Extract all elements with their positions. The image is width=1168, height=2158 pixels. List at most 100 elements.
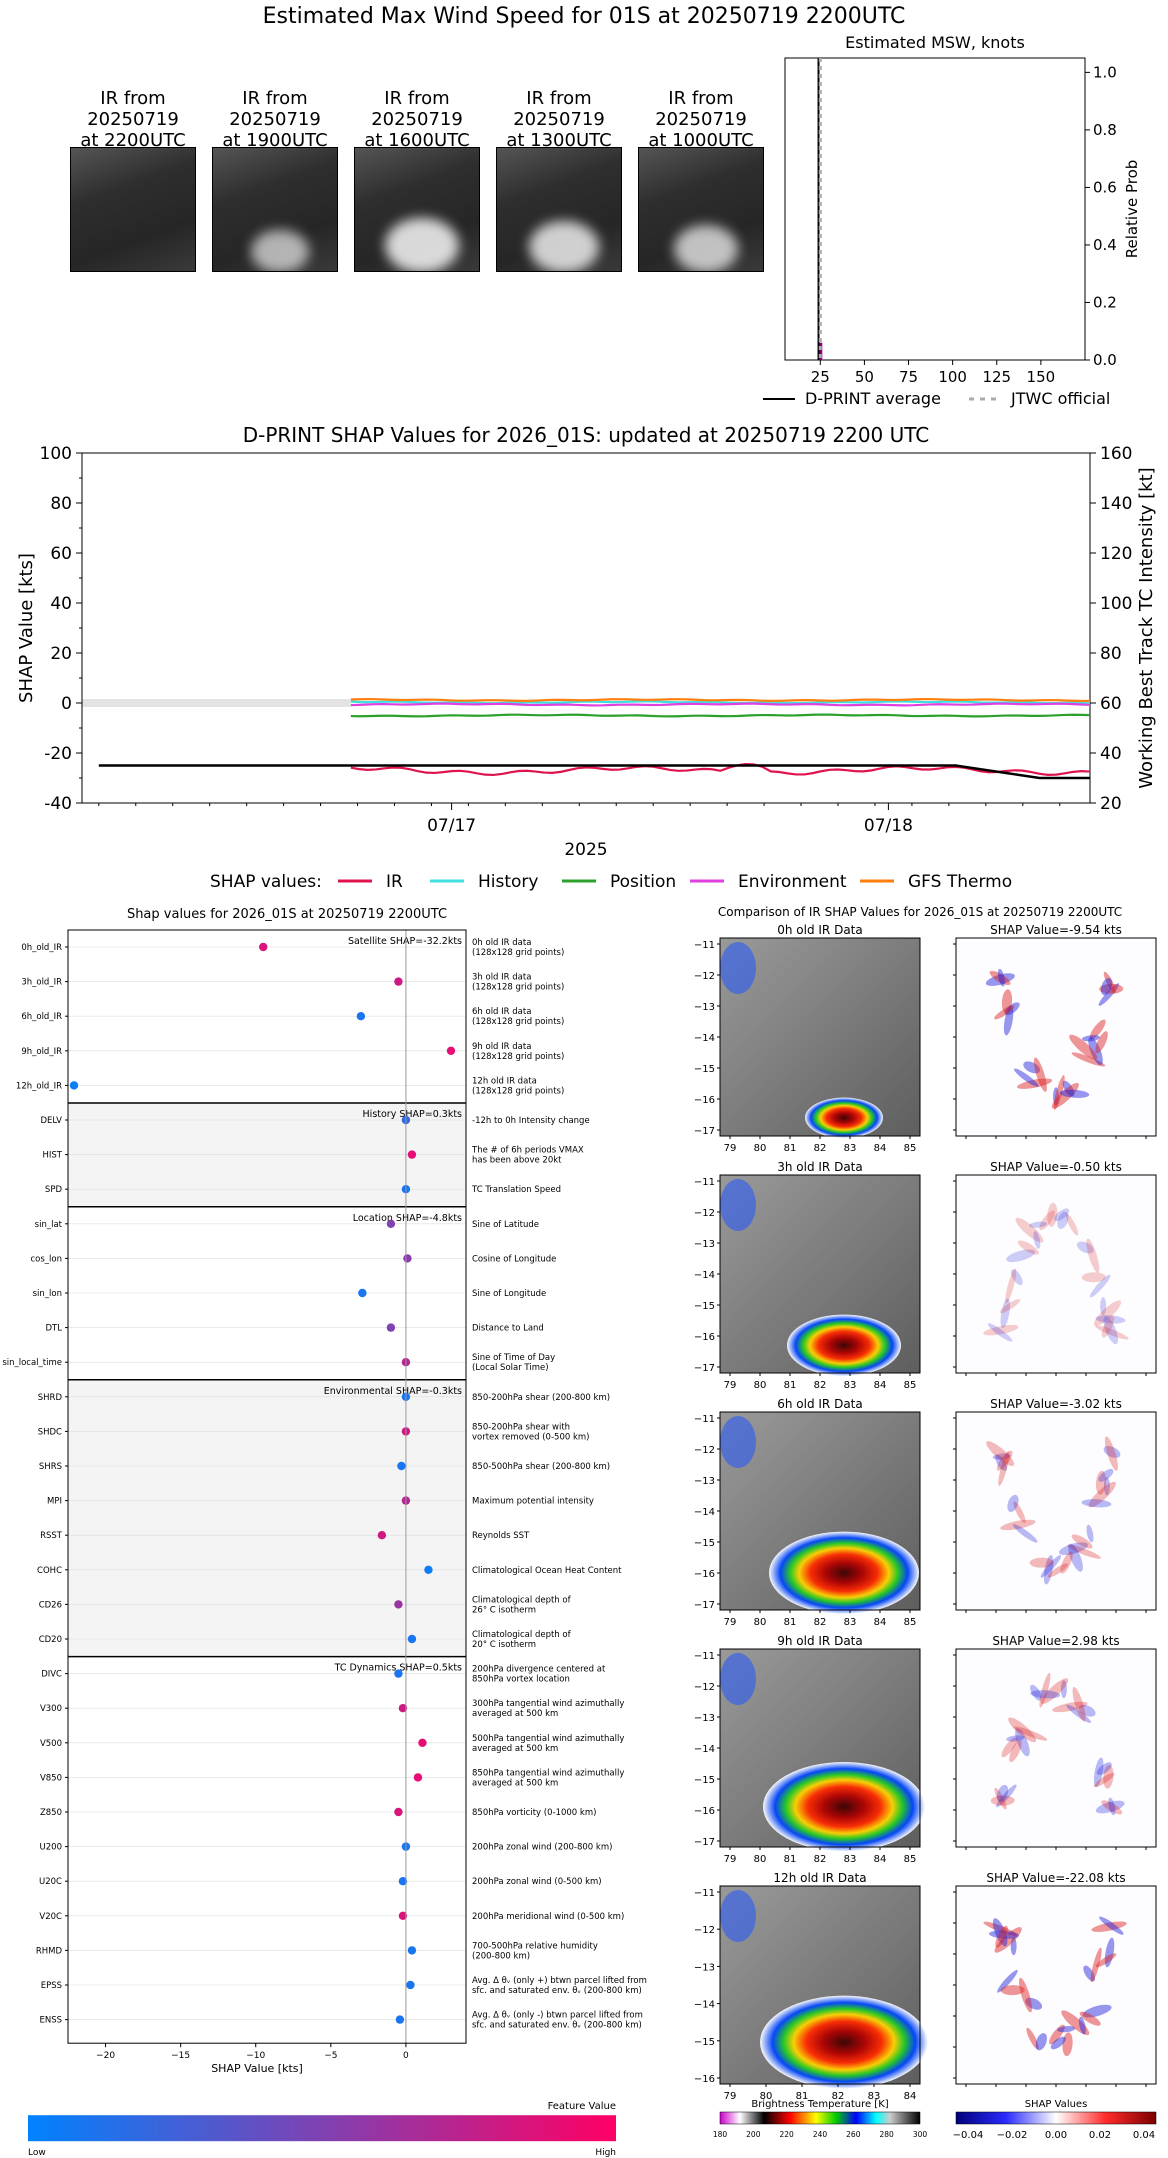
ir-y-tick-label: −11 bbox=[694, 1177, 715, 1188]
scatter-shap-point bbox=[69, 1081, 79, 1090]
shap-attribution-streak bbox=[994, 1927, 1022, 1953]
ir-convection-blob bbox=[769, 1531, 919, 1615]
ir-y-tick-label: −15 bbox=[694, 1775, 715, 1786]
shap-attribution-streak bbox=[1057, 1211, 1069, 1229]
cloud-shield bbox=[674, 225, 738, 271]
scatter-feature-name: 9h_old_IR bbox=[21, 1047, 62, 1057]
shap-attribution-streak bbox=[1001, 1737, 1018, 1758]
ir-y-tick-label: −15 bbox=[694, 1538, 715, 1549]
bt-colorbar-tick: 180 bbox=[713, 2130, 728, 2139]
shap-attribution-streak bbox=[1089, 1274, 1111, 1298]
msw-y-tick-label: 0.8 bbox=[1093, 121, 1117, 139]
shap-attribution-streak bbox=[1030, 1684, 1042, 1701]
ir-convection-blob bbox=[787, 1314, 901, 1377]
shap-attribution-streak bbox=[1017, 1240, 1039, 1255]
ir-y-tick-label: −11 bbox=[694, 1414, 715, 1425]
ir-x-tick-label: 80 bbox=[754, 1854, 767, 1865]
ir-y-tick-label: −16 bbox=[694, 1806, 715, 1817]
ir-x-tick-label: 85 bbox=[904, 1380, 917, 1391]
scatter-title: Shap values for 2026_01S at 20250719 220… bbox=[127, 907, 447, 922]
scatter-shap-point bbox=[403, 1254, 412, 1263]
ir-y-tick-label: −15 bbox=[694, 1064, 715, 1075]
shap-attribution-streak bbox=[992, 1453, 1011, 1460]
shap-attribution-streak bbox=[1098, 1468, 1114, 1482]
shap-attribution-streak bbox=[1090, 1947, 1102, 1983]
shap-attribution-streak bbox=[983, 1921, 1018, 1936]
shap-attribution-streak bbox=[994, 1005, 1015, 1020]
scatter-feature-desc: 9h old IR data bbox=[472, 1042, 531, 1052]
ir-y-tick-label: −13 bbox=[694, 1713, 715, 1724]
scatter-group-shade bbox=[68, 1379, 466, 1657]
shap-attribution-streak bbox=[1007, 1494, 1019, 1513]
shap-attribution-streak bbox=[1066, 1213, 1079, 1236]
shap-attribution-streak bbox=[1089, 1019, 1106, 1040]
ir-x-tick-label: 79 bbox=[724, 1854, 737, 1865]
scatter-feature-desc: Climatological depth of bbox=[472, 1630, 572, 1640]
scatter-feature-name: V20C bbox=[39, 1912, 62, 1922]
ts-legend-label: Environment bbox=[738, 872, 847, 892]
scatter-feature-desc: Avg. Δ θᵥ (only -) btwn parcel lifted fr… bbox=[472, 2011, 643, 2021]
scatter-feature-desc: 12h old IR data bbox=[472, 1076, 537, 1086]
ir-x-tick-label: 83 bbox=[844, 1854, 857, 1865]
shap-attribution-streak bbox=[1095, 1953, 1117, 1968]
scatter-feature-name: CD20 bbox=[39, 1635, 62, 1645]
shap-attribution-streak bbox=[997, 968, 1005, 987]
scatter-shap-point bbox=[386, 1323, 396, 1332]
scatter-feature-desc: 850hPa tangential wind azimuthally bbox=[472, 1768, 624, 1778]
scatter-feature-desc: -12h to 0h Intensity change bbox=[472, 1116, 590, 1126]
shap-attribution-streak bbox=[1086, 1238, 1100, 1273]
scatter-feature-desc: (128x128 grid points) bbox=[472, 948, 564, 958]
shap-attribution-streak bbox=[1095, 1315, 1126, 1324]
shap-attribution-streak bbox=[1101, 1800, 1123, 1815]
ir-y-tick-label: −14 bbox=[694, 2000, 715, 2011]
msw-y-tick-label: 0.0 bbox=[1093, 351, 1117, 369]
shap-attribution-streak bbox=[987, 1323, 1013, 1342]
scatter-feature-name: RHMD bbox=[36, 1946, 63, 1956]
ir-thumbnail-image bbox=[638, 147, 764, 272]
shap-attribution-streak bbox=[1050, 2036, 1066, 2050]
scatter-feature-name: U20C bbox=[39, 1877, 62, 1887]
shap-attribution-streak bbox=[1052, 1701, 1088, 1713]
shap-attribution-streak bbox=[1061, 2010, 1090, 2036]
ts-y-tick-label: 60 bbox=[50, 544, 72, 564]
shap-attribution-streak bbox=[1088, 1481, 1116, 1508]
bt-colorbar-tick: 200 bbox=[746, 2130, 761, 2139]
shap-attribution-streak bbox=[1033, 1231, 1041, 1249]
scatter-feature-desc: (Local Solar Time) bbox=[472, 1363, 549, 1373]
shap-attribution-streak bbox=[1099, 1916, 1124, 1935]
ts-yr-tick-label: 40 bbox=[1100, 744, 1122, 764]
ir-y-tick-label: −13 bbox=[694, 1962, 715, 1973]
ir-x-tick-label: 84 bbox=[874, 1617, 887, 1628]
shap-attribution-streak bbox=[1093, 1773, 1115, 1788]
scatter-feature-desc: 850hPa vorticity (0-1000 km) bbox=[472, 1808, 596, 1818]
shap-attribution-streak bbox=[1062, 1080, 1075, 1097]
shap-attribution-streak bbox=[1104, 1436, 1118, 1471]
shap-attribution-streak bbox=[1083, 1965, 1096, 1982]
shap-attribution-streak bbox=[1029, 1221, 1048, 1228]
ir-y-tick-label: −16 bbox=[694, 1569, 715, 1580]
scatter-feature-desc: Avg. Δ θᵥ (only +) btwn parcel lifted fr… bbox=[472, 1976, 647, 1986]
msw-y-axis-label: Relative Prob bbox=[1123, 160, 1141, 259]
shap-attribution-streak bbox=[1053, 1075, 1065, 1110]
ir-x-tick-label: 82 bbox=[832, 2091, 845, 2102]
shap-attribution-streak bbox=[1095, 1470, 1107, 1495]
ir-x-tick-label: 81 bbox=[796, 2091, 809, 2102]
shap-attribution-streak bbox=[1095, 1800, 1125, 1814]
shap-colorbar-tick: −0.04 bbox=[953, 2130, 984, 2141]
shap-attribution-streak bbox=[1100, 977, 1113, 996]
shap-attribution-streak bbox=[1091, 1921, 1127, 1932]
ir-y-tick-label: −12 bbox=[694, 1445, 715, 1456]
msw-y-tick-label: 0.2 bbox=[1093, 293, 1117, 311]
scatter-feature-desc: Distance to Land bbox=[472, 1324, 544, 1334]
msw-y-tick-label: 0.4 bbox=[1093, 236, 1117, 254]
shap-attribution-streak bbox=[1030, 1690, 1061, 1699]
scatter-feature-name: ENSS bbox=[39, 2016, 62, 2026]
scatter-x-tick-label: −5 bbox=[324, 2051, 337, 2061]
ir-x-tick-label: 83 bbox=[844, 1380, 857, 1391]
legend-dprint-label: D-PRINT average bbox=[805, 389, 941, 408]
shap-attribution-streak bbox=[1076, 1241, 1094, 1254]
shap-attribution-streak bbox=[999, 1299, 1021, 1314]
ts-y-tick-label: -40 bbox=[44, 794, 72, 814]
scatter-shap-point bbox=[446, 1046, 456, 1055]
shap-colorbar-tick: 0.02 bbox=[1089, 2130, 1111, 2141]
